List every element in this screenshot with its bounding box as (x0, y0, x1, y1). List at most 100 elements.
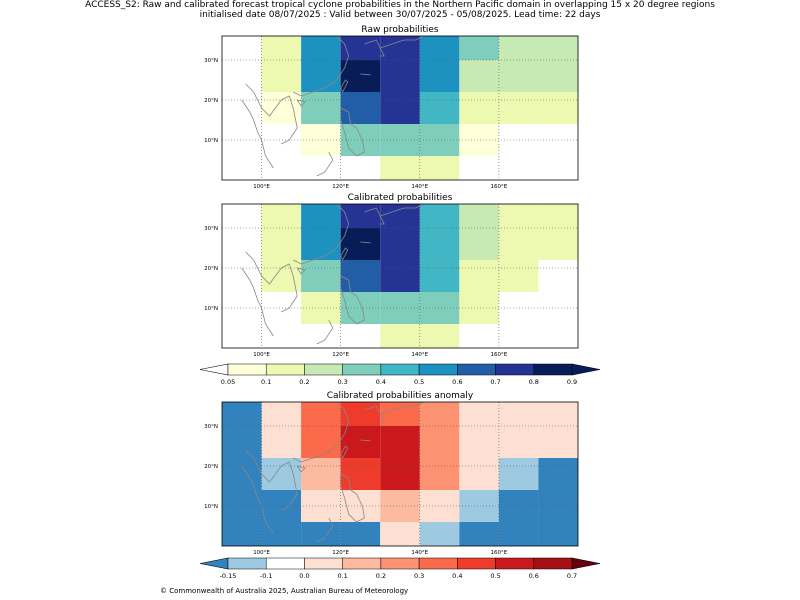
colorbar-swatch (495, 557, 535, 570)
colorbar-extend-under (199, 557, 229, 570)
heatmap-cell (222, 260, 262, 292)
heatmap-cell (222, 522, 262, 546)
x-tick-label: 160°E (491, 352, 508, 358)
x-tick-label: 140°E (411, 184, 428, 190)
figure-title-line-2: initialised date 08/07/2025 : Valid betw… (199, 10, 601, 20)
heatmap-cell (498, 60, 539, 92)
colorbar-tick-label: 0.1 (261, 378, 271, 386)
heatmap-cell (459, 402, 499, 426)
coastline (340, 473, 365, 523)
heatmap-cell (498, 228, 539, 260)
colorbar-tick-label: 0.2 (299, 378, 309, 386)
heatmap-cell (419, 426, 460, 458)
coastline (340, 79, 349, 93)
coastline (241, 465, 274, 535)
colorbar-swatch (227, 557, 267, 570)
heatmap-cell (340, 402, 381, 426)
colorbar-tick-label: 0.3 (337, 378, 347, 386)
copyright-notice: © Commonwealth of Australia 2025, Austra… (160, 587, 409, 595)
panel-frame (221, 35, 579, 181)
heatmap-cell (261, 402, 302, 426)
coastline (380, 35, 424, 49)
heatmap-cell (261, 458, 302, 490)
heatmap-cell (340, 36, 381, 60)
heatmap-cell (419, 92, 460, 124)
colorbar-extend-over (571, 363, 601, 376)
heatmap-cell (340, 260, 381, 292)
heatmap-cell (459, 260, 499, 292)
heatmap-cell (340, 324, 381, 348)
coastline (245, 251, 298, 313)
colorbar-tick-label: 0.5 (490, 572, 500, 580)
colorbar-tick-label: 0.2 (376, 572, 386, 580)
heatmap-cell (261, 36, 302, 60)
heatmap-cell (301, 426, 341, 458)
heatmap-cell (459, 204, 499, 228)
colorbar-swatch (533, 557, 573, 570)
coastline (296, 465, 306, 473)
x-tick-label: 100°E (253, 184, 270, 190)
coastline (380, 401, 424, 415)
y-tick-label: 20°N (204, 464, 218, 470)
heatmap-cell (459, 36, 499, 60)
heatmap-cell (459, 92, 499, 124)
heatmap-cell (301, 156, 341, 180)
x-tick-label: 140°E (411, 550, 428, 556)
colorbar-tick-label: 0.0 (299, 572, 309, 580)
colorbar-swatch (380, 557, 420, 570)
heatmap-cell (459, 228, 499, 260)
colorbar-tick-label: 0.4 (376, 378, 386, 386)
heatmap-cell (340, 156, 381, 180)
y-tick-label: 10°N (204, 504, 218, 510)
heatmap-cell (419, 324, 460, 348)
heatmap-cell (380, 426, 420, 458)
colorbar-tick-label: 0.6 (452, 378, 462, 386)
coastline (360, 439, 371, 442)
colorbar-tick-label: 0.1 (337, 572, 347, 580)
heatmap-cell (538, 156, 578, 180)
heatmap-cell (261, 92, 302, 124)
coastline (296, 267, 306, 275)
heatmap-cell (538, 36, 578, 60)
coastline (296, 99, 306, 107)
coastline (245, 83, 298, 145)
heatmap-cell (340, 228, 381, 260)
coastline (380, 203, 424, 217)
heatmap-cell (222, 324, 262, 348)
heatmap-cell (419, 156, 460, 180)
x-tick-label: 120°E (332, 184, 349, 190)
heatmap-cell (301, 522, 341, 546)
heatmap-cell (419, 60, 460, 92)
colorbar-tick-label: 0.5 (414, 378, 424, 386)
heatmap-cell (538, 402, 578, 426)
heatmap-cell (340, 60, 381, 92)
heatmap-cell (261, 60, 302, 92)
heatmap-cell (459, 458, 499, 490)
coastline (241, 99, 274, 169)
heatmap-cell (380, 522, 420, 546)
colorbar-tick-label: 0.9 (567, 378, 577, 386)
colorbar-tick-label: 0.7 (567, 572, 577, 580)
coastline (241, 267, 274, 337)
heatmap-cell (301, 204, 341, 228)
heatmap-cell (222, 426, 262, 458)
heatmap-cell (380, 92, 420, 124)
heatmap-cell (459, 156, 499, 180)
coastline (316, 151, 334, 177)
y-tick-label: 20°N (204, 98, 218, 104)
heatmap-cell (380, 260, 420, 292)
heatmap-cell (419, 458, 460, 490)
coastline (245, 449, 298, 511)
colorbar-swatch (304, 363, 343, 376)
heatmap-cell (419, 228, 460, 260)
x-tick-label: 160°E (491, 550, 508, 556)
heatmap-cell (222, 36, 262, 60)
coastline (340, 275, 365, 325)
heatmap-cell (498, 426, 539, 458)
colorbar-swatch (418, 557, 458, 570)
y-tick-label: 20°N (204, 266, 218, 272)
figure-title-line-1: ACCESS_S2: Raw and calibrated forecast t… (85, 0, 715, 10)
panel-frame (221, 401, 579, 547)
panel-title: Calibrated probabilities anomaly (327, 391, 474, 401)
heatmap-cell (340, 458, 381, 490)
